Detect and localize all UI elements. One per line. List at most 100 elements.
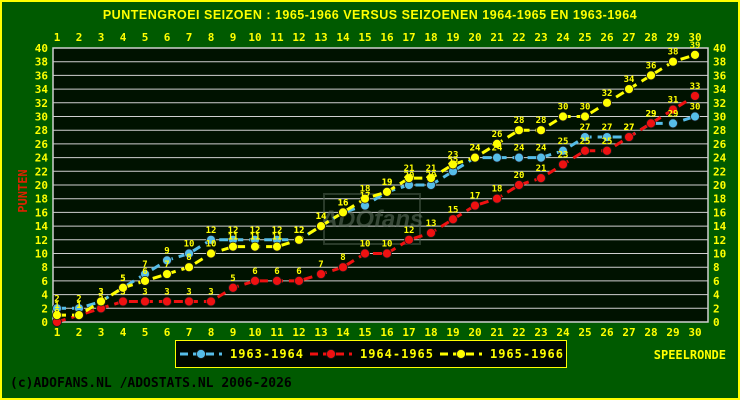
x-tick-top: 22 — [512, 31, 525, 44]
data-point — [690, 49, 700, 60]
data-point-label: 24 — [492, 144, 503, 154]
data-point — [206, 248, 216, 259]
data-point-label: 24 — [470, 144, 481, 154]
data-point-label: 34 — [624, 75, 635, 85]
data-point-label: 27 — [624, 123, 635, 133]
x-tick-top: 7 — [186, 31, 193, 44]
x-tick-top: 24 — [556, 31, 570, 44]
data-point-label: 12 — [294, 226, 305, 236]
data-point — [360, 248, 370, 259]
data-point-label: 3 — [142, 287, 147, 297]
x-tick-top: 30 — [688, 31, 701, 44]
legend-swatch — [309, 349, 352, 359]
data-point — [668, 118, 678, 129]
data-point — [162, 255, 172, 266]
data-point — [514, 152, 524, 163]
data-point-label: 28 — [514, 116, 525, 126]
x-tick-top: 28 — [644, 31, 657, 44]
data-point — [250, 241, 260, 252]
data-point-label: 23 — [448, 150, 459, 160]
x-tick-top: 2 — [76, 31, 83, 44]
x-tick-top: 26 — [600, 31, 614, 44]
y-tick-right: 2 — [713, 302, 720, 315]
x-tick-bottom: 2 — [76, 326, 83, 339]
y-tick-left: 28 — [35, 124, 48, 137]
x-tick-top: 10 — [248, 31, 261, 44]
x-tick-bottom: 29 — [666, 326, 679, 339]
x-tick-bottom: 12 — [292, 326, 305, 339]
data-point-label: 1 — [76, 301, 81, 311]
x-tick-top: 8 — [208, 31, 215, 44]
data-point — [646, 70, 656, 81]
x-tick-top: 3 — [98, 31, 105, 44]
x-tick-top: 21 — [490, 31, 504, 44]
data-point — [184, 248, 194, 259]
data-point — [404, 173, 414, 184]
data-point-label: 32 — [602, 89, 613, 99]
data-point-label: 21 — [404, 164, 415, 174]
data-point-label: 3 — [164, 287, 169, 297]
data-point — [492, 138, 502, 149]
data-point-label: 30 — [690, 103, 701, 113]
data-point-label: 3 — [120, 287, 125, 297]
data-point-label: 10 — [184, 240, 195, 250]
data-point-label: 1 — [54, 301, 59, 311]
legend-item-1965-1966: 1965-1966 — [438, 347, 564, 361]
data-point — [470, 200, 480, 211]
y-tick-left: 40 — [35, 42, 48, 55]
data-point — [602, 97, 612, 108]
data-point — [690, 91, 700, 101]
data-point — [96, 296, 106, 307]
copyright-text: (c)ADOFANS.NL /ADOSTATS.NL 2006-2026 — [10, 376, 292, 391]
data-point-label: 29 — [668, 109, 679, 119]
data-point-label: 25 — [602, 137, 613, 147]
data-point-label: 24 — [536, 144, 547, 154]
data-point — [492, 152, 502, 163]
data-point — [624, 132, 634, 142]
data-point — [228, 241, 238, 252]
data-point — [184, 262, 194, 273]
y-tick-left: 38 — [35, 56, 48, 69]
x-tick-top: 4 — [120, 31, 127, 44]
y-tick-right: 24 — [713, 152, 727, 165]
x-tick-top: 6 — [164, 31, 171, 44]
watermark-box — [323, 193, 421, 245]
x-tick-bottom: 4 — [120, 326, 127, 339]
data-point-label: 23 — [558, 150, 569, 160]
data-point-label: 30 — [580, 103, 591, 113]
data-point-label: 5 — [120, 274, 125, 284]
y-tick-left: 10 — [35, 248, 48, 261]
legend-swatch — [439, 349, 482, 359]
x-tick-bottom: 5 — [142, 326, 149, 339]
y-tick-right: 32 — [713, 97, 726, 110]
data-point-label: 3 — [186, 287, 191, 297]
x-tick-top: 29 — [666, 31, 679, 44]
data-point — [404, 234, 414, 245]
legend-label: 1963-1964 — [229, 347, 305, 361]
data-point-label: 3 — [98, 287, 103, 297]
data-point — [668, 56, 678, 67]
data-point — [580, 111, 590, 122]
data-point — [580, 132, 590, 142]
x-tick-top: 23 — [534, 31, 547, 44]
data-point — [514, 180, 524, 190]
data-point — [514, 125, 524, 136]
data-point — [536, 125, 546, 136]
data-point-label: 1 — [76, 301, 81, 311]
data-point-label: 12 — [228, 226, 239, 236]
y-tick-left: 20 — [35, 179, 48, 192]
data-point-label: 25 — [558, 137, 569, 147]
data-point-label: 7 — [142, 260, 147, 270]
legend-label: 1964-1965 — [359, 347, 435, 361]
data-point-label: 12 — [272, 226, 283, 236]
data-point-label: 18 — [360, 185, 371, 195]
data-point — [338, 262, 348, 273]
y-tick-left: 8 — [41, 261, 48, 274]
y-tick-right: 18 — [713, 193, 726, 206]
x-tick-bottom: 21 — [490, 326, 504, 339]
data-point — [448, 159, 458, 170]
data-point-label: 11 — [272, 233, 283, 243]
y-tick-right: 28 — [713, 124, 726, 137]
data-point — [360, 193, 370, 204]
